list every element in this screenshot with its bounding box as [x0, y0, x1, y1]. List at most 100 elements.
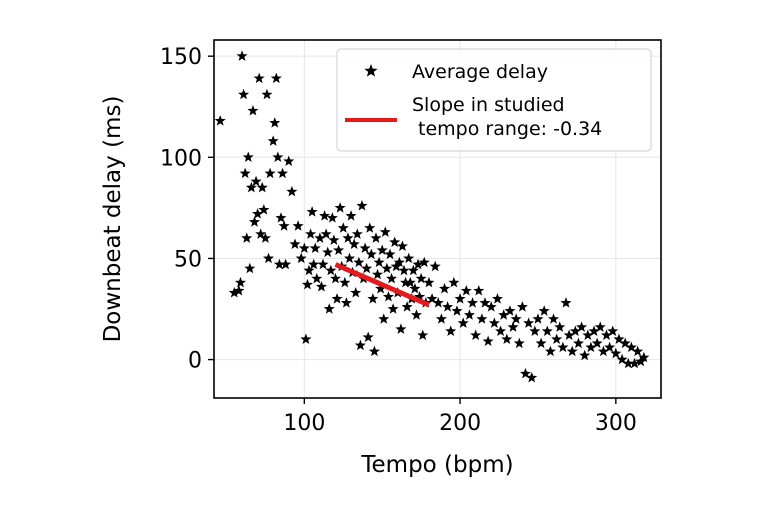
fit-line-layer: [334, 262, 430, 308]
data-point: [306, 206, 318, 217]
data-point: [401, 301, 413, 312]
data-point: [370, 232, 382, 243]
points-layer: [214, 50, 650, 383]
y-tick-label: 100: [160, 146, 202, 171]
data-point: [386, 272, 398, 284]
data-point: [375, 282, 387, 294]
data-point: [252, 208, 264, 219]
data-point: [286, 185, 298, 197]
legend: Average delay Slope in studied tempo rang…: [336, 48, 652, 152]
data-point: [303, 264, 315, 276]
data-point: [460, 285, 472, 296]
data-point: [309, 242, 321, 254]
data-point: [244, 262, 256, 274]
data-point: [255, 228, 267, 239]
data-point: [414, 291, 426, 302]
data-point: [398, 264, 410, 276]
data-point: [326, 212, 338, 223]
data-point: [541, 325, 553, 336]
data-point: [273, 258, 285, 270]
x-axis-label: Tempo (bpm): [360, 452, 513, 478]
data-point: [535, 337, 547, 349]
data-point: [604, 341, 616, 353]
data-point: [594, 321, 606, 332]
y-tick-label: 50: [174, 247, 202, 272]
data-point: [526, 371, 538, 383]
data-point: [354, 339, 366, 351]
data-point: [239, 167, 251, 179]
data-point: [384, 248, 396, 260]
data-point: [510, 313, 522, 324]
data-point: [616, 353, 628, 365]
data-point: [429, 260, 441, 272]
data-point: [426, 293, 438, 304]
data-point: [376, 244, 388, 256]
data-point: [308, 258, 320, 270]
data-point: [351, 228, 363, 239]
data-point: [339, 276, 351, 288]
data-point: [247, 104, 259, 116]
data-point: [348, 238, 360, 249]
data-point: [395, 323, 407, 334]
data-point: [498, 309, 510, 320]
legend-label-average-delay: Average delay: [412, 61, 548, 83]
data-point: [523, 317, 535, 328]
data-point: [362, 331, 374, 343]
data-point: [267, 135, 279, 146]
data-point: [390, 260, 402, 272]
data-point: [381, 262, 393, 274]
data-point: [470, 329, 482, 340]
x-axis-ticks: 100 200 300: [283, 398, 637, 436]
data-point: [473, 285, 485, 296]
data-point: [548, 313, 560, 324]
data-point: [396, 240, 408, 251]
data-point: [516, 301, 528, 312]
data-point: [485, 301, 497, 312]
data-point: [607, 325, 619, 336]
data-point: [445, 325, 457, 336]
data-point: [507, 321, 519, 332]
data-point: [410, 309, 422, 320]
data-point: [432, 297, 444, 308]
data-point: [448, 276, 460, 288]
data-point: [278, 220, 290, 231]
data-point: [407, 264, 419, 276]
data-point: [529, 325, 541, 336]
data-point: [292, 220, 304, 231]
data-point: [600, 329, 612, 340]
data-point: [280, 258, 292, 270]
data-point: [261, 88, 273, 100]
data-point: [504, 305, 516, 316]
data-point: [379, 226, 391, 237]
data-point: [632, 345, 644, 357]
data-point: [610, 347, 622, 359]
data-point: [585, 341, 597, 353]
data-point: [319, 210, 331, 221]
data-point: [234, 276, 246, 288]
data-point: [322, 246, 334, 258]
data-point: [563, 329, 575, 340]
data-point: [233, 285, 245, 296]
data-point: [325, 264, 337, 276]
data-point: [334, 202, 346, 213]
data-point: [569, 325, 581, 336]
data-point: [214, 115, 226, 126]
data-point: [275, 212, 287, 223]
y-axis-label: Downbeat delay (ms): [100, 96, 126, 343]
data-point: [269, 117, 281, 128]
x-tick-label: 100: [283, 411, 325, 436]
data-point: [613, 333, 625, 345]
data-point: [554, 321, 566, 332]
data-point: [582, 329, 594, 340]
data-point: [236, 50, 248, 61]
data-point: [253, 72, 265, 84]
data-point: [454, 293, 466, 304]
data-point: [298, 242, 310, 254]
data-point: [248, 216, 261, 227]
data-point: [342, 232, 354, 243]
data-point: [423, 276, 435, 288]
data-point: [435, 313, 447, 324]
data-point: [272, 151, 284, 162]
data-point: [576, 321, 588, 332]
